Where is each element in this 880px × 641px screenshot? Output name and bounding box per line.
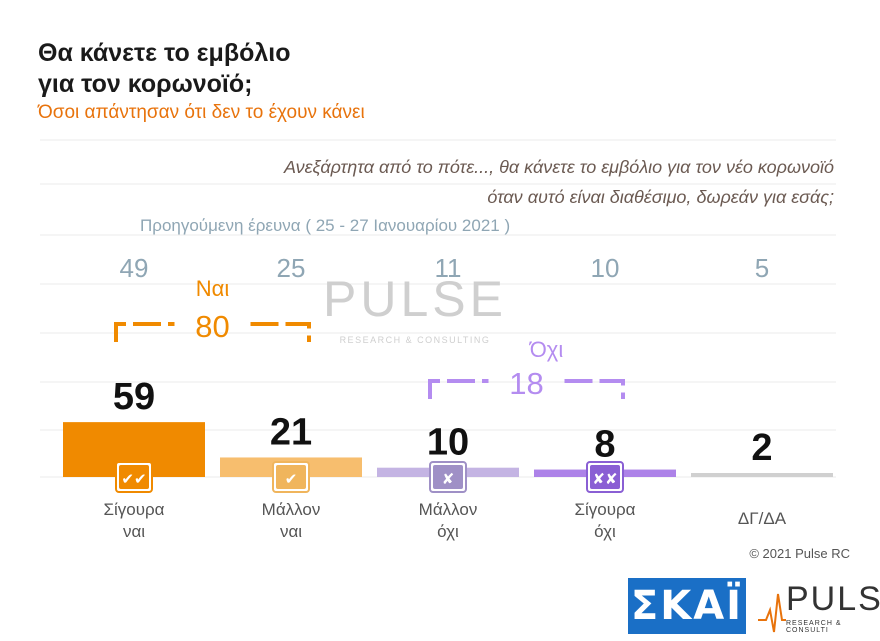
value-label-3: 8 <box>594 424 615 466</box>
group-value-0: 80 <box>195 309 229 344</box>
survey-question: Ανεξάρτητα από το πότε..., θα κάνετε το … <box>214 152 834 212</box>
category-label-2-0: Μάλλον <box>419 500 478 519</box>
double-check-icon: ✔✔ <box>115 461 153 493</box>
category-label-0-0: Σίγουρα <box>103 500 164 519</box>
watermark-tagline: RESEARCH & CONSULTING <box>340 335 491 345</box>
pulse-logo: PULSE RESEARCH & CONSULTI <box>756 580 880 636</box>
pulse-wave-icon <box>758 593 786 633</box>
title-line-2: για τον κορωνοϊό; <box>38 70 253 98</box>
value-label-2: 10 <box>427 422 469 464</box>
question-line-1: Ανεξάρτητα από το πότε..., θα κάνετε το … <box>283 157 834 177</box>
pulse-logo-word: PULSE <box>786 580 880 618</box>
value-label-0: 59 <box>113 376 155 418</box>
labels: 5949✔✔Σίγουραναι2125✔Μάλλονναι1011✘Μάλλο… <box>103 253 786 541</box>
previous-survey-label: Προηγούμενη έρευνα ( 25 - 27 Ιανουαρίου … <box>140 216 511 235</box>
category-label-1-1: ναι <box>280 522 302 541</box>
cross-icon: ✘ <box>429 461 467 493</box>
chart-title: Θα κάνετε το εμβόλιο για τον κορωνοϊό; <box>38 38 438 100</box>
chart-subtitle: Όσοι απάντησαν ότι δεν το έχουν κάνει <box>38 102 365 123</box>
category-label-1-0: Μάλλον <box>262 500 321 519</box>
check-icon: ✔ <box>272 461 310 493</box>
previous-value-0: 49 <box>120 253 149 283</box>
copyright: © 2021 Pulse RC <box>749 546 850 561</box>
svg-text:✘: ✘ <box>442 470 455 488</box>
svg-text:✔✔: ✔✔ <box>121 470 146 488</box>
svg-text:✔: ✔ <box>285 470 298 488</box>
svg-text:✘✘: ✘✘ <box>592 470 617 488</box>
bar-4 <box>691 473 833 477</box>
group-label-0: Ναι <box>196 276 230 301</box>
group-bracket-0 <box>114 322 311 342</box>
value-label-1: 21 <box>270 411 312 453</box>
value-label-4: 2 <box>751 427 772 469</box>
group-label-1: Όχι <box>529 337 564 362</box>
category-label-3-0: Σίγουρα <box>574 500 635 519</box>
question-line-2: όταν αυτό είναι διαθέσιμο, δωρεάν για εσ… <box>487 187 834 207</box>
pulse-logo-tagline: RESEARCH & CONSULTI <box>786 620 842 634</box>
title-line-1: Θα κάνετε το εμβόλιο <box>38 39 291 67</box>
previous-value-3: 10 <box>591 253 620 283</box>
category-label-2-1: όχι <box>437 522 459 541</box>
group-value-1: 18 <box>509 366 543 401</box>
double-cross-icon: ✘✘ <box>586 461 624 493</box>
watermark-word: PULSE <box>323 271 507 327</box>
category-label-3-1: όχι <box>594 522 616 541</box>
previous-value-2: 11 <box>435 253 462 283</box>
skai-logo: ΣΚΑΪ <box>628 578 746 634</box>
previous-value-4: 5 <box>755 253 769 283</box>
category-label-0-1: ναι <box>123 522 145 541</box>
previous-value-1: 25 <box>277 253 306 283</box>
pulse-watermark: PULSE RESEARCH & CONSULTING <box>323 271 507 345</box>
group-bracket-1 <box>428 379 625 399</box>
category-label-4-0: ΔΓ/ΔΑ <box>738 509 787 528</box>
